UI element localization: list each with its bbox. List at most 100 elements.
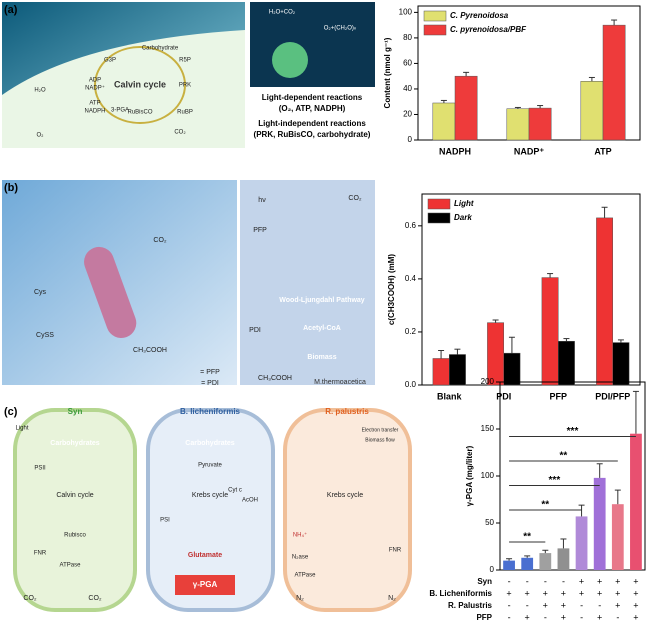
diagram-label: Syn bbox=[68, 407, 83, 416]
legend-label: C. pyrenoidosa/PBF bbox=[450, 25, 527, 34]
diagram-label: AcOH bbox=[242, 498, 258, 504]
y-tick-label: 0 bbox=[408, 135, 413, 144]
bar bbox=[611, 504, 624, 570]
diagram-label: B. licheniformis bbox=[180, 407, 241, 416]
diagram-label: RuBP bbox=[177, 110, 193, 116]
condition-sign: + bbox=[579, 588, 584, 598]
diagram-label: Light-dependent reactions bbox=[262, 93, 363, 102]
diagram-label: N₂ase bbox=[292, 555, 309, 561]
y-tick-label: 20 bbox=[403, 110, 412, 119]
condition-sign: + bbox=[633, 588, 638, 598]
diagram-label: G3P bbox=[104, 58, 116, 64]
diagram-label: CH₃COOH bbox=[133, 347, 167, 354]
diagram-label: FNR bbox=[389, 548, 402, 554]
bar bbox=[449, 354, 466, 386]
legend-swatch bbox=[423, 10, 447, 22]
diagram-label: PSII bbox=[34, 466, 46, 472]
y-tick-label: 0.2 bbox=[405, 327, 417, 336]
panel-b-right bbox=[240, 180, 375, 385]
condition-sign: + bbox=[561, 612, 566, 622]
diagram-label: CO₂ bbox=[153, 237, 167, 244]
diagram-label: M.thermoacetica bbox=[314, 379, 366, 386]
diagram-label: = PFP bbox=[200, 369, 220, 376]
diagram-label: CO₂ bbox=[348, 195, 362, 202]
legend-swatch bbox=[427, 212, 451, 224]
plot-frame bbox=[421, 193, 641, 386]
panel-label: (c) bbox=[4, 406, 18, 418]
diagram-label: Carbohydrates bbox=[50, 440, 100, 447]
bar bbox=[557, 548, 570, 570]
y-tick-label: 0.4 bbox=[405, 274, 417, 283]
diagram-label: ADP bbox=[89, 78, 101, 84]
condition-sign: + bbox=[615, 600, 620, 610]
bar bbox=[454, 75, 478, 141]
significance-label: ** bbox=[523, 532, 531, 543]
diagram-label: CySS bbox=[36, 332, 54, 339]
bar bbox=[575, 516, 588, 570]
bar bbox=[630, 433, 642, 570]
bar bbox=[503, 560, 515, 570]
diagram-label: N₂ bbox=[388, 595, 396, 602]
diagram-label: PFP bbox=[253, 227, 267, 234]
y-tick-label: 60 bbox=[403, 59, 412, 68]
y-axis-label: c(CH3COOH) (mM) bbox=[387, 254, 396, 325]
diagram-label: RuBisCO bbox=[127, 110, 152, 116]
condition-sign: - bbox=[508, 612, 511, 622]
condition-label: B. Licheniformis bbox=[429, 589, 492, 598]
diagram-label: Carbohydrate bbox=[142, 46, 179, 52]
diagram-label: (O₂, ATP, NADPH) bbox=[279, 104, 346, 113]
bar bbox=[541, 277, 559, 386]
diagram-label: O₂+(CH₂O)ₙ bbox=[324, 26, 357, 32]
diagram-label: Wood-Ljungdahl Pathway bbox=[279, 297, 365, 304]
condition-sign: - bbox=[616, 612, 619, 622]
bar bbox=[612, 342, 630, 386]
diagram-label: FNR bbox=[34, 551, 47, 557]
diagram-label: Carbohydrates bbox=[185, 440, 235, 447]
condition-sign: - bbox=[562, 576, 565, 586]
condition-sign: - bbox=[508, 600, 511, 610]
significance-label: ** bbox=[560, 451, 568, 462]
condition-sign: - bbox=[526, 600, 529, 610]
condition-sign: + bbox=[597, 612, 602, 622]
diagram-label: hν bbox=[258, 197, 266, 204]
cell-icon bbox=[272, 42, 308, 78]
diagram-label: Electron transfer bbox=[362, 427, 399, 433]
condition-sign: + bbox=[615, 588, 620, 598]
significance-label: *** bbox=[567, 426, 579, 437]
diagram-label: = PDI bbox=[201, 380, 219, 387]
diagram-label: Calvin cycle bbox=[114, 79, 166, 89]
cell bbox=[2, 30, 245, 148]
y-tick-label: 200 bbox=[481, 377, 495, 386]
panel-label: (a) bbox=[4, 4, 18, 16]
significance-label: ** bbox=[541, 500, 549, 511]
y-tick-label: 50 bbox=[485, 518, 494, 527]
condition-sign: + bbox=[633, 576, 638, 586]
y-tick-label: 100 bbox=[481, 471, 495, 480]
diagram-label: ATPase bbox=[295, 573, 317, 579]
pga-box bbox=[175, 575, 235, 595]
bar bbox=[593, 477, 606, 570]
y-tick-label: 40 bbox=[403, 84, 412, 93]
diagram-label: Light bbox=[15, 426, 28, 432]
diagram-label: H₂O bbox=[34, 88, 46, 94]
diagram-label: Rubisco bbox=[64, 533, 86, 539]
bar bbox=[580, 81, 604, 141]
condition-sign: + bbox=[633, 600, 638, 610]
diagram-label: Krebs cycle bbox=[327, 492, 363, 499]
diagram-label: R. palustris bbox=[325, 407, 369, 416]
panel-label: (b) bbox=[4, 182, 18, 194]
condition-sign: + bbox=[543, 600, 548, 610]
condition-sign: - bbox=[580, 612, 583, 622]
diagram-label: Cys bbox=[34, 289, 47, 296]
legend-label: Light bbox=[454, 199, 474, 208]
condition-label: Syn bbox=[477, 577, 492, 586]
bar bbox=[521, 557, 534, 570]
bar bbox=[487, 322, 504, 386]
bar bbox=[596, 217, 614, 386]
y-tick-label: 0.6 bbox=[405, 221, 417, 230]
x-tick-label: NADP⁺ bbox=[514, 146, 545, 156]
condition-sign: + bbox=[561, 600, 566, 610]
calvin-cycle-ring bbox=[94, 46, 186, 124]
bar bbox=[539, 553, 552, 570]
